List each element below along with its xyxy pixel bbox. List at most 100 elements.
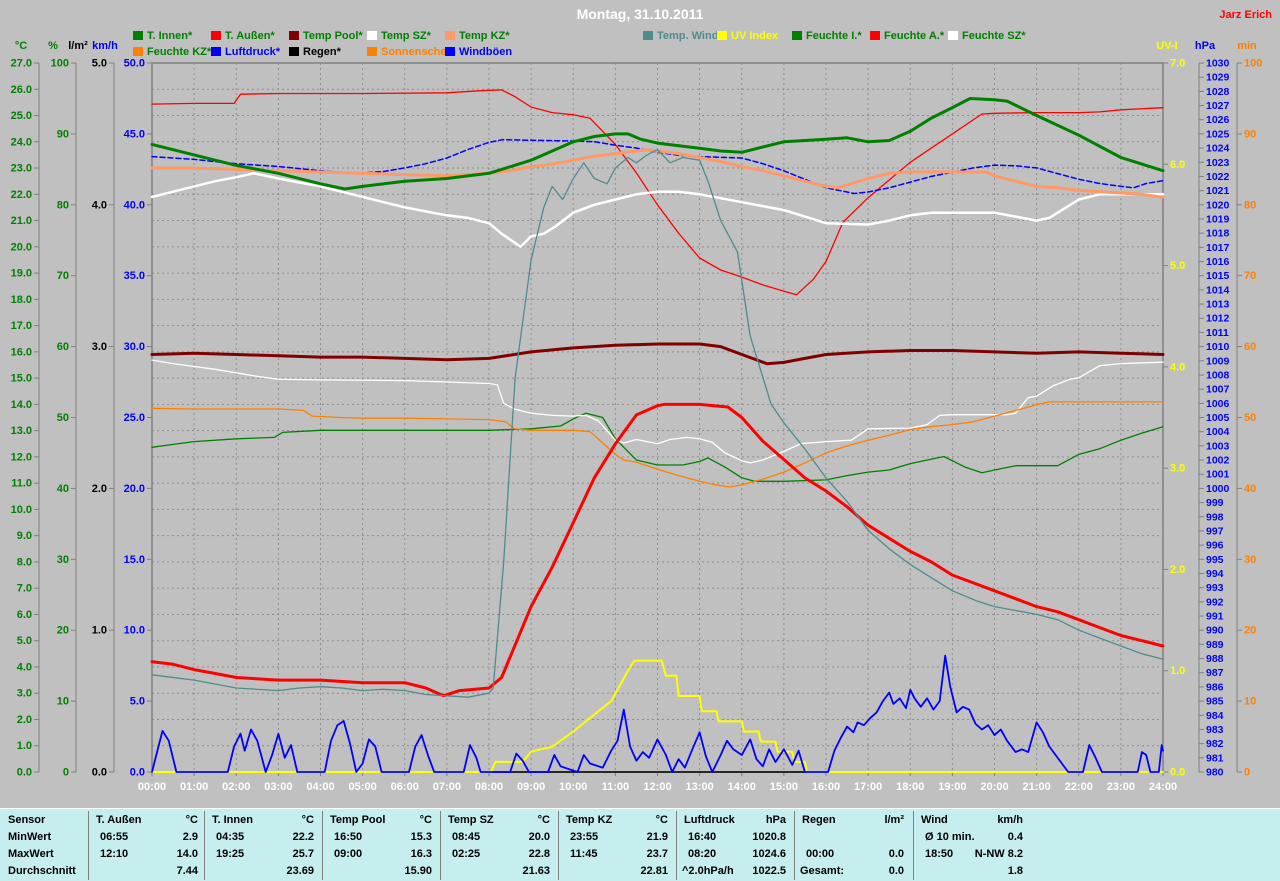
x-axis-label: 10:00 — [559, 781, 587, 793]
axis-tick-label: 80 — [57, 199, 69, 211]
table-column-separator — [440, 811, 441, 880]
axis-tick-label: 5.0 — [17, 635, 32, 647]
table-max-value: 0.0 — [888, 848, 904, 860]
table-max-value: 25.7 — [292, 848, 314, 860]
table-min-time: 23:55 — [570, 831, 599, 843]
x-axis-label: 20:00 — [980, 781, 1008, 793]
axis-tick-label: 6.0 — [1170, 159, 1185, 171]
legend-item-feuchte-kz-: Feuchte KZ* — [133, 46, 211, 58]
table-column-separator — [322, 811, 323, 880]
series-feuchte-innen — [151, 412, 1164, 482]
table-sensor-unit: °C — [419, 814, 432, 826]
axis-tick-label: 2.0 — [17, 714, 32, 726]
legend-label: Luftdruck* — [225, 46, 280, 58]
table-avg-value: 22.81 — [640, 865, 668, 877]
table-sensor-unit: °C — [655, 814, 668, 826]
axis-tick-label: 90 — [1244, 128, 1256, 140]
axis-tick-label: 50.0 — [124, 58, 145, 70]
axis-tick-label: 20.0 — [124, 483, 145, 495]
table-min-value: 22.2 — [292, 831, 314, 843]
axis-tick-label: 1030 — [1206, 58, 1230, 70]
axis-tick-label: 997 — [1206, 525, 1224, 537]
axis-tick-label: 1026 — [1206, 114, 1230, 126]
axis-tick-label: 1022 — [1206, 171, 1230, 183]
axis-tick-label: 1015 — [1206, 270, 1230, 282]
axis-tick-label: 70 — [57, 270, 69, 282]
axis-tick-label: 0 — [1244, 767, 1250, 779]
legend-swatch-icon — [367, 31, 377, 40]
table-max-value: 14.0 — [176, 848, 198, 860]
series-feuchte-aussen — [151, 89, 1164, 296]
axis-tick-label: 4.0 — [92, 199, 107, 211]
table-column-separator — [88, 811, 89, 880]
axis-tick-label: 0.0 — [1170, 767, 1185, 779]
table-sensor-name: T. Außen — [96, 814, 142, 826]
table-min-value: 0.4 — [1007, 831, 1023, 843]
legend-label: Windböen — [459, 46, 513, 58]
table-column-separator — [913, 811, 914, 880]
legend-label: T. Außen* — [225, 30, 275, 42]
axis-tick-label: 1.0 — [92, 625, 107, 637]
legend-swatch-icon — [792, 31, 802, 40]
axis-tick-label: 35.0 — [124, 270, 145, 282]
axis-tick-label: 1006 — [1206, 398, 1230, 410]
x-axis-label: 18:00 — [896, 781, 924, 793]
legend-label: T. Innen* — [147, 30, 193, 42]
table-column-separator — [794, 811, 795, 880]
axis-tick-label: 994 — [1206, 568, 1224, 580]
axis-tick-label: 15.0 — [11, 373, 32, 385]
axis-tick-label: 25.0 — [11, 110, 32, 122]
axis-tick-label: 40 — [57, 483, 69, 495]
table-sensor-name: Regen — [802, 814, 836, 826]
table-column-separator — [676, 811, 677, 880]
axis-tick-label: 7.0 — [17, 583, 32, 595]
table-avg-value: 23.69 — [286, 865, 314, 877]
table-avg-value: 7.44 — [176, 865, 198, 877]
axis-tick-label: 23.0 — [11, 163, 32, 175]
legend-item-windb-en: Windböen — [445, 46, 513, 58]
axis-tick-label: 4.0 — [17, 661, 32, 673]
legend-label: Feuchte SZ* — [962, 30, 1026, 42]
axis-tick-label: 989 — [1206, 639, 1224, 651]
x-axis-label: 05:00 — [349, 781, 377, 793]
axis-tick-label: 80 — [1244, 199, 1256, 211]
legend-swatch-icon — [445, 47, 455, 56]
weather-chart: °C 0.0 1.0 2.0 3.0 4.0 5.0 6.0 7.0 8.0 9.0 10.0 11.0… — [11, 40, 1263, 793]
axis-tick-label: 20 — [1244, 625, 1256, 637]
table-max-value: 22.8 — [528, 848, 550, 860]
axis-tick-label: 19.0 — [11, 268, 32, 280]
table-sensor-unit: °C — [185, 814, 198, 826]
table-max-time: 08:20 — [688, 848, 717, 860]
axis-tick-label: 11.0 — [11, 478, 32, 490]
axis-tick-label: 5.0 — [130, 696, 145, 708]
axis-tick-label: 1.0 — [1170, 665, 1185, 677]
axis-tick-label: 70 — [1244, 270, 1256, 282]
statistics-table: Sensor MinWert MaxWert Durchschnitt T. Außen… — [0, 808, 1280, 881]
axis-tick-label: 100 — [1244, 58, 1262, 70]
axis-tick-label: 1016 — [1206, 256, 1230, 268]
x-axis-label: 00:00 — [138, 781, 166, 793]
x-axis-label: 15:00 — [770, 781, 798, 793]
x-axis-label: 09:00 — [517, 781, 545, 793]
table-sensor-unit: hPa — [765, 814, 786, 826]
axis-tick-label: 984 — [1206, 710, 1224, 722]
legend-item-feuchte-i-: Feuchte I.* — [792, 30, 862, 42]
axis-tick-label: 3.0 — [17, 688, 32, 700]
axis-tick-label: 987 — [1206, 667, 1224, 679]
axis-tick-label: 0 — [63, 767, 69, 779]
series-feuchte-kz — [151, 401, 1164, 488]
table-sensor-unit: °C — [301, 814, 314, 826]
table-min-value: 2.9 — [182, 831, 198, 843]
legend-item-temp-pool-: Temp Pool* — [289, 30, 363, 42]
table-min-value: 1020.8 — [752, 831, 786, 843]
axis-tick-label: 980 — [1206, 767, 1224, 779]
axis-title-min: min — [1237, 40, 1257, 52]
axis-tick-label: 50 — [1244, 412, 1256, 424]
table-avg-value: 0.0 — [888, 865, 904, 877]
x-axis-label: 19:00 — [938, 781, 966, 793]
axis-tick-label: 0.0 — [130, 767, 145, 779]
table-avg-value: 1.8 — [1007, 865, 1023, 877]
axis-tick-label: 10.0 — [124, 625, 145, 637]
series-temp-wind — [151, 149, 1164, 698]
axis-tick-label: 995 — [1206, 554, 1224, 566]
